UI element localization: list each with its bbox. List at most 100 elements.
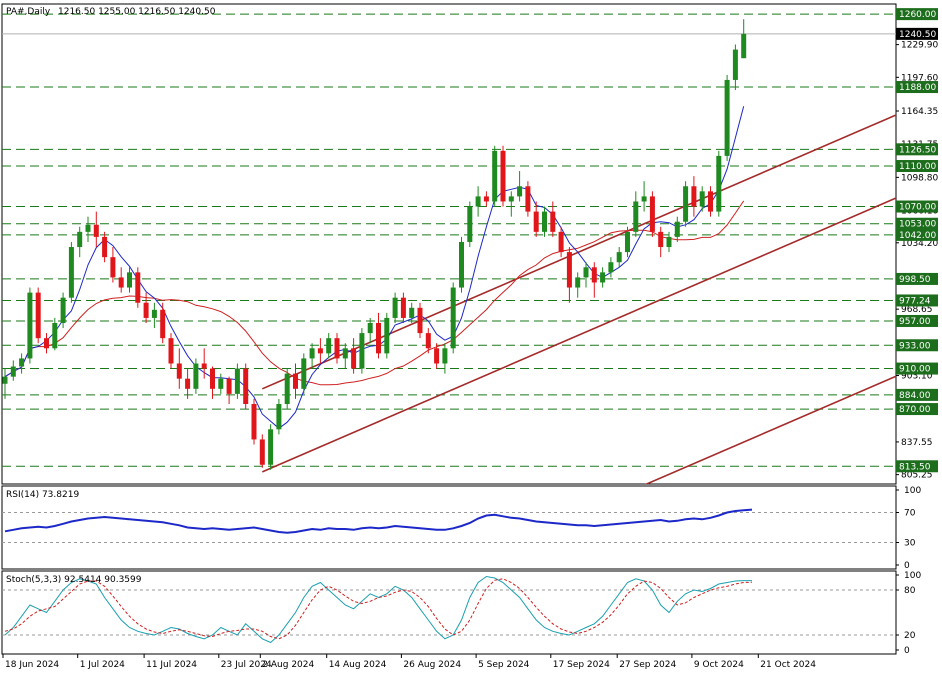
- last-price-tag: [896, 27, 938, 40]
- date-tick-label: 23 Jul 2024: [221, 660, 272, 670]
- price-tick-label: 1197.60: [901, 73, 938, 83]
- level-tag-label: 870.00: [899, 405, 931, 415]
- bull-candle: [724, 79, 730, 156]
- bull-candle: [616, 252, 622, 263]
- date-tick-label: 2 Aug 2024: [262, 660, 314, 670]
- bear-candle: [351, 348, 357, 369]
- bull-candle: [625, 231, 630, 253]
- bull-candle: [699, 191, 705, 207]
- level-tag-label: 1053.00: [899, 220, 936, 230]
- bull-candle: [442, 348, 448, 364]
- bear-candle: [649, 196, 655, 232]
- fast-moving-average: [4, 106, 745, 429]
- rsi-line: [4, 508, 753, 534]
- price-tick-label: 968.65: [901, 305, 933, 315]
- level-tag: [896, 388, 938, 401]
- bear-candle: [708, 191, 713, 212]
- price-tick-label: 1229.90: [901, 41, 938, 51]
- level-tag-label: 1126.50: [899, 145, 936, 155]
- slow-moving-average: [4, 200, 745, 386]
- date-tick-label: 18 Jun 2024: [5, 660, 59, 670]
- bull-candle: [683, 186, 689, 222]
- bull-candle: [234, 368, 240, 394]
- level-tag-label: 1188.00: [899, 83, 936, 93]
- bear-candle: [500, 150, 506, 202]
- level-tag-label: 1110.00: [899, 162, 936, 172]
- bear-candle: [658, 231, 664, 248]
- bull-candle: [608, 262, 614, 273]
- bull-candle: [600, 272, 606, 283]
- bear-candle: [483, 196, 489, 202]
- bull-candle: [459, 241, 464, 288]
- osc-tick-label: 100: [904, 486, 921, 496]
- level-tag-label: 1260.00: [899, 10, 936, 20]
- date-tick-label: 9 Oct 2024: [694, 660, 744, 670]
- bull-candle: [542, 211, 547, 232]
- channel-line: [261, 114, 896, 390]
- bear-candle: [226, 378, 232, 394]
- bull-candle: [52, 322, 58, 349]
- bull-candle: [666, 236, 672, 248]
- level-tag-label: 1042.00: [899, 231, 936, 241]
- bull-candle: [301, 358, 307, 389]
- channel-line: [261, 197, 896, 473]
- osc-tick-label: 0: [904, 561, 910, 571]
- bull-candle: [409, 307, 415, 318]
- level-tag: [896, 160, 938, 173]
- bear-candle: [93, 224, 99, 237]
- level-tag: [896, 460, 938, 473]
- price-panel[interactable]: 1229.901197.601164.351131.751098.801066.…: [1, 0, 942, 650]
- date-tick-label: 27 Sep 2024: [619, 660, 676, 670]
- bull-candle: [77, 231, 83, 248]
- date-axis: 18 Jun 2024 1 Jul 2024 11 Jul 2024 23 Jul 2…: [2, 654, 816, 670]
- level-tag: [896, 8, 938, 21]
- date-tick-label: 11 Jul 2024: [146, 660, 197, 670]
- level-tag: [896, 200, 938, 213]
- bear-candle: [135, 272, 141, 303]
- bear-candle: [102, 236, 108, 258]
- bull-candle: [575, 277, 581, 288]
- bear-candle: [533, 211, 539, 232]
- bull-candle: [633, 201, 639, 232]
- bull-candle: [326, 338, 332, 354]
- bear-candle: [591, 267, 597, 283]
- stoch-panel[interactable]: 100 80 20 0: [1, 570, 921, 656]
- stoch-signal-line: [4, 578, 753, 640]
- price-tick-label: 903.10: [901, 372, 933, 382]
- level-tag: [896, 143, 938, 156]
- price-tick-label: 805.25: [901, 471, 933, 481]
- bull-candle: [342, 348, 348, 359]
- bear-candle: [259, 439, 265, 465]
- bear-candle: [210, 368, 215, 389]
- panel-frame: [1, 485, 897, 570]
- level-tag-label: 998.50: [899, 275, 931, 285]
- bull-candle: [127, 272, 132, 288]
- date-tick-label: 14 Aug 2024: [329, 660, 387, 670]
- bull-candle: [732, 49, 738, 80]
- bear-candle: [317, 348, 323, 354]
- bear-candle: [243, 368, 249, 404]
- channel-line: [644, 375, 896, 484]
- bull-candle: [583, 267, 589, 278]
- rsi-label: RSI(14) 73.8219: [6, 490, 79, 500]
- bear-candle: [417, 307, 423, 334]
- bull-candle: [367, 322, 373, 334]
- date-tick-label: 5 Sep 2024: [478, 660, 530, 670]
- bear-candle: [160, 309, 166, 339]
- rsi-panel[interactable]: 100 70 30 0: [1, 485, 921, 571]
- osc-tick-label: 80: [904, 586, 916, 596]
- bull-candle: [392, 297, 398, 318]
- bull-candle: [450, 287, 456, 349]
- last-price-label: 1240.50: [899, 30, 936, 40]
- bear-candle: [425, 333, 431, 349]
- level-tag: [896, 362, 938, 375]
- bear-candle: [566, 252, 572, 288]
- bear-candle: [400, 297, 406, 318]
- level-tag-label: 910.00: [899, 365, 931, 375]
- level-tag: [896, 314, 938, 327]
- level-tag-label: 933.00: [899, 341, 931, 351]
- osc-tick-label: 0: [904, 646, 910, 656]
- bear-candle: [44, 338, 49, 349]
- bull-candle: [492, 150, 498, 202]
